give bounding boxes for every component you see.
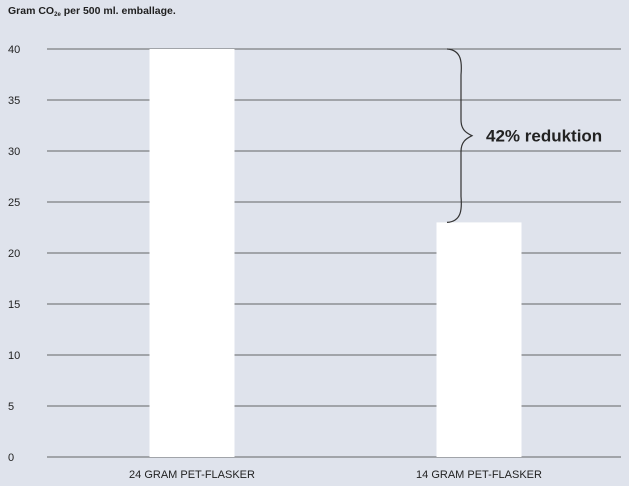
category-labels: 24 GRAM PET-FLASKER 14 GRAM PET-FLASKER bbox=[129, 469, 542, 481]
y-tick-label: 25 bbox=[8, 197, 20, 209]
y-tick-label: 35 bbox=[8, 95, 20, 107]
curly-brace bbox=[446, 48, 474, 223]
y-tick-labels: 0 5 10 15 20 25 30 35 40 bbox=[8, 44, 20, 464]
category-label: 14 GRAM PET-FLASKER bbox=[416, 469, 542, 481]
y-tick-label: 15 bbox=[8, 299, 20, 311]
y-axis-title: Gram CO2e per 500 ml. emballage. bbox=[8, 5, 176, 18]
reduction-label: 42% reduktion bbox=[486, 127, 602, 146]
y-tick-label: 30 bbox=[8, 146, 20, 158]
y-tick-label: 5 bbox=[8, 401, 14, 413]
bars bbox=[149, 49, 522, 457]
y-tick-label: 10 bbox=[8, 350, 20, 362]
y-tick-label: 40 bbox=[8, 44, 20, 56]
y-tick-label: 20 bbox=[8, 248, 20, 260]
category-label: 24 GRAM PET-FLASKER bbox=[129, 469, 255, 481]
gridlines bbox=[47, 48, 621, 458]
y-tick-label: 0 bbox=[8, 452, 14, 464]
reduction-annotation: 42% reduktion bbox=[446, 48, 602, 223]
bar bbox=[149, 49, 235, 457]
bar bbox=[436, 222, 522, 457]
